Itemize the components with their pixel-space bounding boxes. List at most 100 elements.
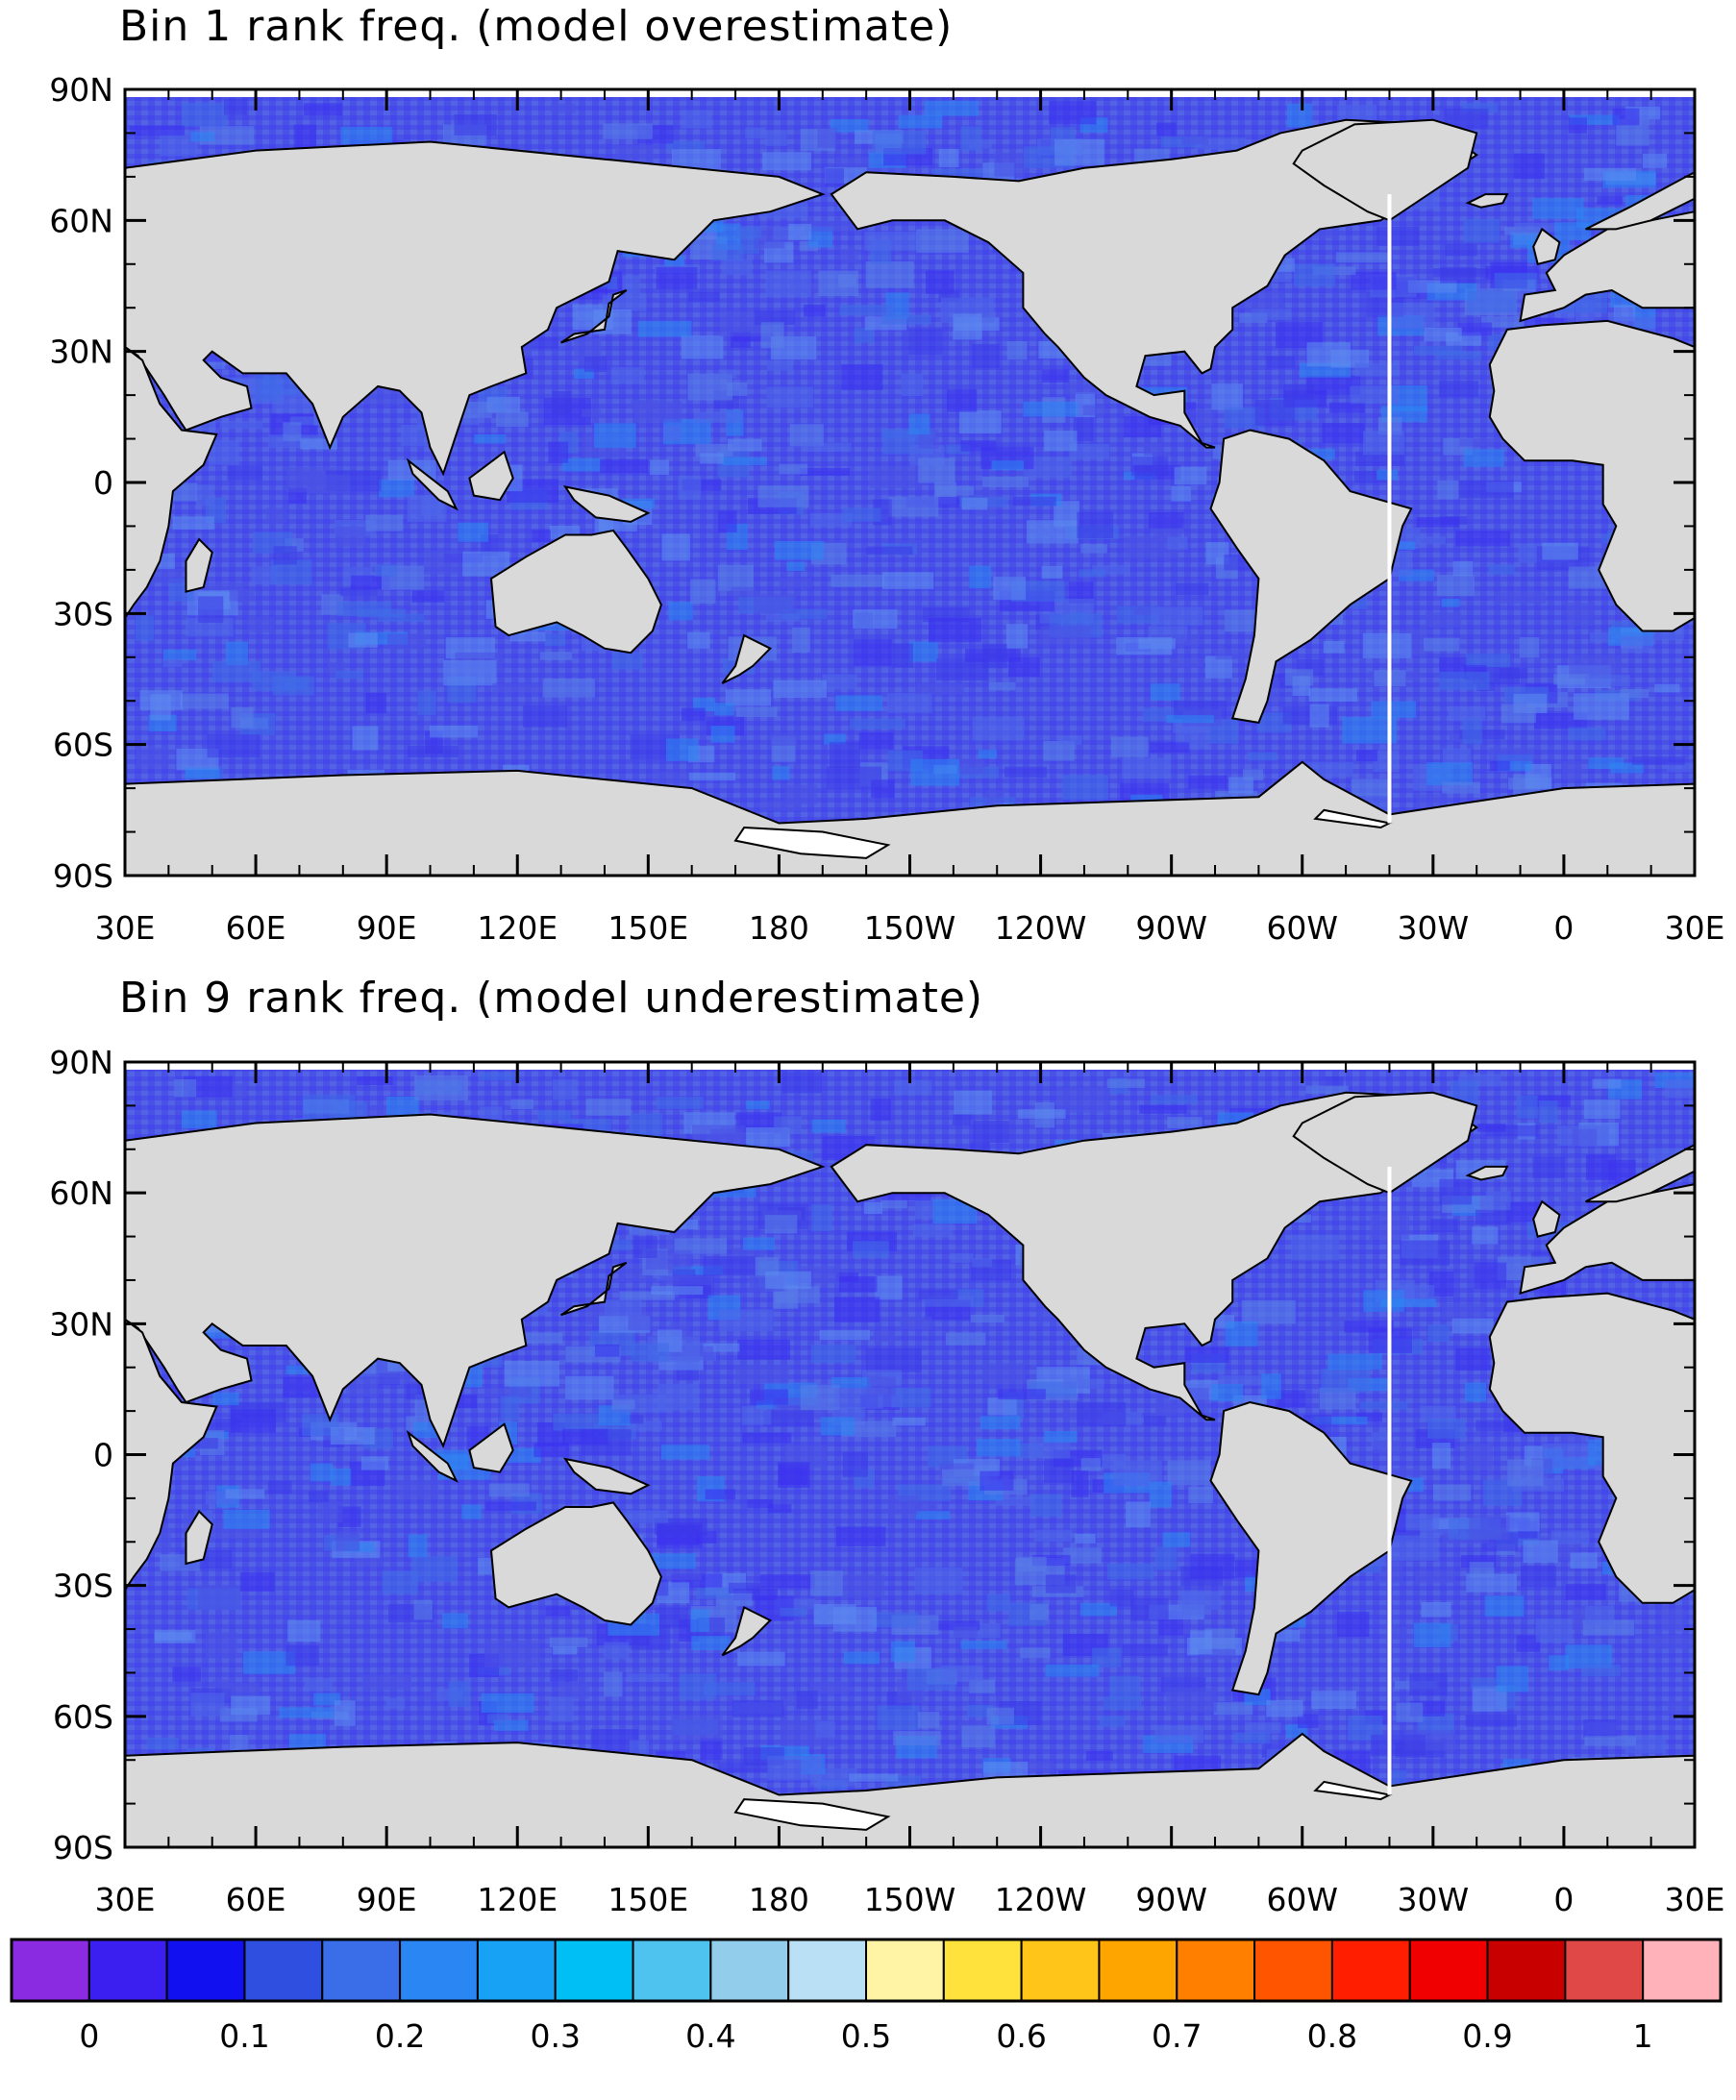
data-cell <box>778 1462 810 1489</box>
data-cell <box>824 733 846 745</box>
data-cell <box>696 1588 732 1599</box>
x-tick-label: 30E <box>95 1881 156 1918</box>
data-cell <box>1437 480 1459 500</box>
data-cell <box>835 1526 886 1546</box>
data-cell <box>1075 1533 1096 1544</box>
colorbar-swatch <box>165 1939 246 2002</box>
colorbar-swatch <box>11 1939 90 2002</box>
data-cell <box>980 1470 1014 1491</box>
data-cell <box>743 1237 775 1250</box>
data-cell <box>960 440 997 452</box>
data-cell <box>802 442 852 452</box>
data-cell <box>1472 1226 1499 1245</box>
data-cell <box>1532 197 1584 219</box>
data-cell <box>1355 451 1404 466</box>
data-cell <box>980 1416 1021 1430</box>
data-cell <box>1465 1444 1493 1470</box>
data-cell <box>377 613 425 623</box>
data-cell <box>866 1376 896 1396</box>
data-cell <box>1143 1416 1167 1426</box>
data-cell <box>1019 1761 1054 1772</box>
data-cell <box>1219 1375 1270 1386</box>
data-cell <box>430 725 479 738</box>
data-cell <box>1467 290 1517 312</box>
data-cell <box>972 1258 993 1268</box>
colorbar-swatch <box>1564 1939 1645 2002</box>
landmass <box>562 485 651 523</box>
data-cell <box>360 1456 389 1470</box>
data-cell <box>486 1714 508 1724</box>
data-cell <box>1266 356 1296 369</box>
data-cell <box>878 1394 903 1408</box>
data-cell <box>690 579 716 604</box>
landmass <box>468 450 514 502</box>
data-cell <box>484 1501 536 1511</box>
x-tick-label: 120E <box>477 909 558 947</box>
data-cell <box>335 527 366 547</box>
data-cell <box>961 1725 996 1748</box>
colorbar-tick-label: 0 <box>79 2017 99 2055</box>
data-cell <box>1314 1416 1368 1425</box>
data-cell <box>764 1215 798 1234</box>
data-cell <box>898 114 943 129</box>
data-cell <box>382 1570 418 1594</box>
data-cell <box>865 261 914 288</box>
data-cell <box>1144 442 1164 457</box>
data-cell <box>1103 1696 1142 1711</box>
data-cell <box>1433 1484 1472 1501</box>
data-cell <box>976 1439 1021 1457</box>
colorbar-swatch <box>1486 1939 1567 2002</box>
data-cell <box>1100 1716 1126 1727</box>
data-cell <box>1424 637 1460 652</box>
x-tick-label: 60E <box>226 1881 286 1918</box>
data-cell <box>420 496 442 516</box>
data-cell <box>1130 1598 1169 1621</box>
data-cell <box>411 1556 459 1582</box>
data-cell <box>614 145 654 164</box>
y-tick-label: 90S <box>53 857 113 895</box>
data-cell <box>357 1075 393 1086</box>
x-tick-label: 60W <box>1266 1881 1338 1918</box>
data-cell <box>331 1468 352 1486</box>
data-cell <box>1045 1664 1100 1677</box>
data-cell <box>633 401 682 423</box>
data-cell <box>1566 603 1594 626</box>
data-cell <box>1436 575 1475 597</box>
data-cell <box>687 631 710 649</box>
data-cell <box>1400 1240 1451 1266</box>
data-cell <box>1583 1099 1621 1120</box>
data-cell <box>1519 637 1540 658</box>
data-cell <box>1123 416 1161 438</box>
data-cell <box>1069 443 1110 460</box>
data-cell <box>822 674 857 690</box>
data-cell <box>209 439 239 465</box>
data-cell <box>1574 693 1629 720</box>
data-cell <box>757 485 809 507</box>
data-cell <box>212 660 261 682</box>
data-cell <box>1569 114 1620 125</box>
data-cell <box>385 1697 406 1709</box>
data-cell <box>162 658 183 668</box>
data-cell <box>550 1669 579 1682</box>
data-cell <box>1148 512 1184 529</box>
data-cell <box>1008 657 1040 678</box>
data-cell <box>533 1443 570 1458</box>
data-cell <box>1092 565 1131 575</box>
data-cell <box>762 152 811 171</box>
data-cell <box>735 706 778 718</box>
data-cell <box>765 270 811 298</box>
data-cell <box>1371 701 1417 718</box>
colorbar-swatch <box>1176 1939 1256 2002</box>
data-cell <box>800 468 850 477</box>
data-cell <box>1370 1734 1426 1757</box>
data-cell <box>1184 1346 1229 1363</box>
data-cell <box>875 1275 903 1300</box>
data-cell <box>1476 1420 1528 1432</box>
data-cell <box>231 1408 276 1433</box>
x-tick-label: 60W <box>1266 909 1338 947</box>
colorbar-swatch <box>321 1939 402 2002</box>
data-cell <box>365 693 387 714</box>
data-cell <box>1073 417 1094 442</box>
data-cell <box>1427 1419 1466 1439</box>
